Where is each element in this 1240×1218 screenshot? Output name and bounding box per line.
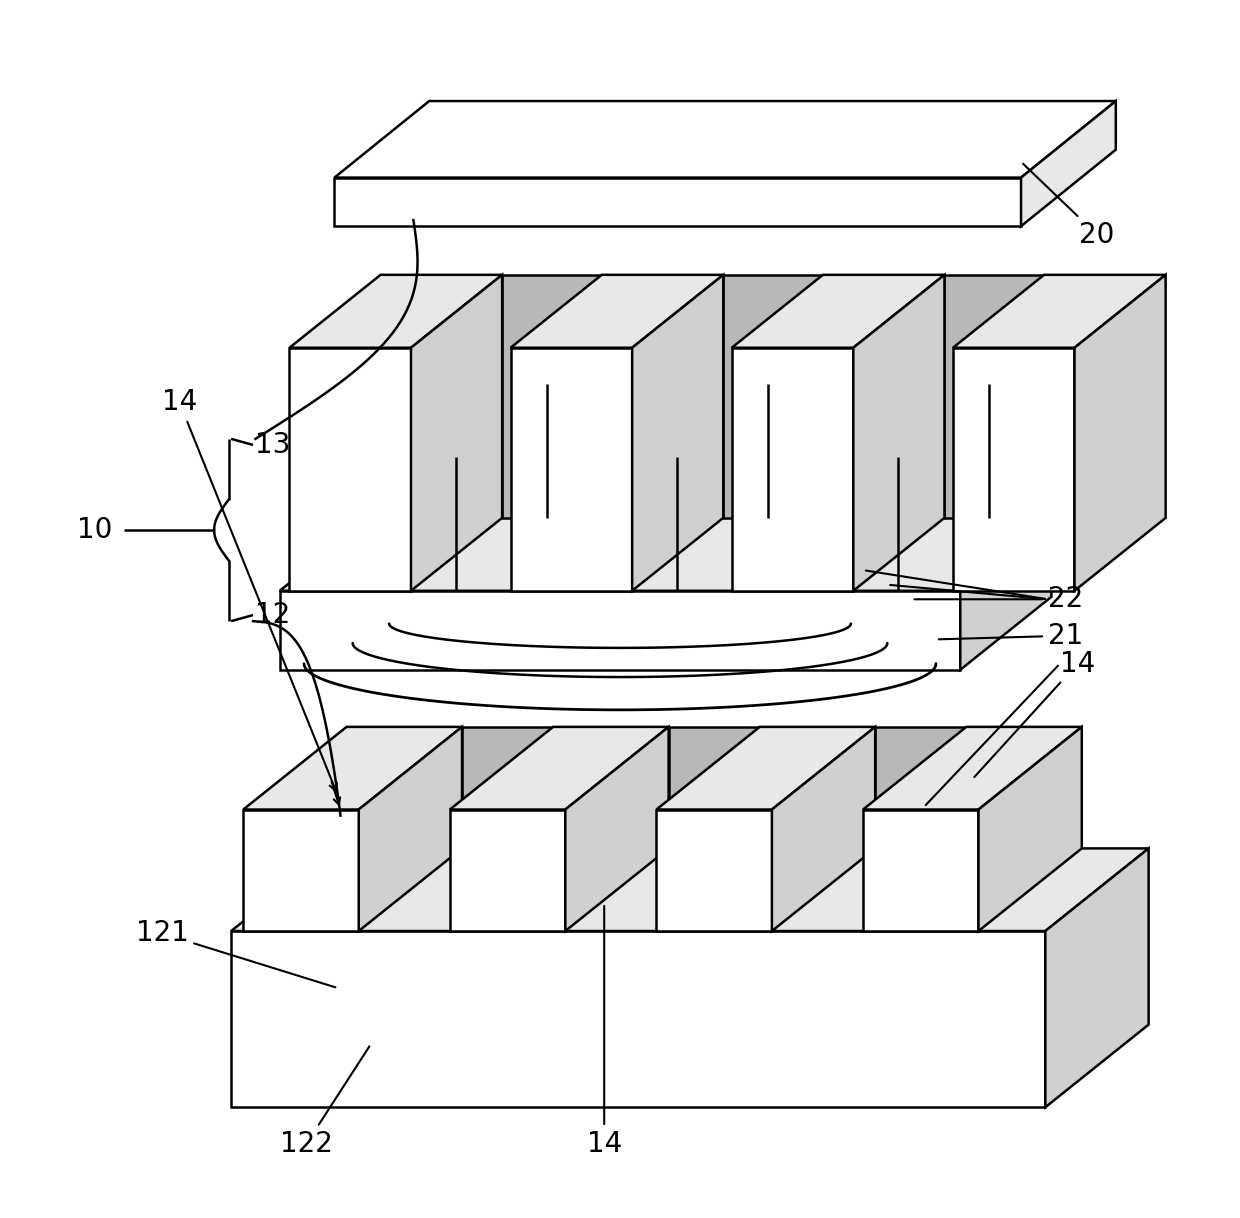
Polygon shape xyxy=(668,727,760,849)
Text: 14: 14 xyxy=(162,389,337,792)
Polygon shape xyxy=(231,849,1148,931)
Polygon shape xyxy=(954,347,1075,591)
Polygon shape xyxy=(289,275,502,347)
Polygon shape xyxy=(463,727,553,849)
Polygon shape xyxy=(875,727,966,849)
Polygon shape xyxy=(358,727,463,931)
Polygon shape xyxy=(565,727,668,931)
Polygon shape xyxy=(335,101,1116,178)
Polygon shape xyxy=(1021,101,1116,227)
Polygon shape xyxy=(732,347,853,591)
Text: 14: 14 xyxy=(587,906,621,1157)
Polygon shape xyxy=(773,727,875,931)
Polygon shape xyxy=(978,727,1081,931)
Polygon shape xyxy=(632,275,723,591)
Polygon shape xyxy=(723,275,823,518)
Polygon shape xyxy=(335,178,1021,227)
Polygon shape xyxy=(280,591,960,670)
Text: 121: 121 xyxy=(135,920,335,988)
Polygon shape xyxy=(1045,849,1148,1107)
Polygon shape xyxy=(511,347,632,591)
Polygon shape xyxy=(863,727,1081,810)
Polygon shape xyxy=(450,810,565,931)
Polygon shape xyxy=(1075,275,1166,591)
Text: 10: 10 xyxy=(77,516,113,544)
Polygon shape xyxy=(954,275,1166,347)
Polygon shape xyxy=(732,275,945,347)
Polygon shape xyxy=(945,275,1044,518)
Text: 20: 20 xyxy=(1023,163,1115,248)
Text: 21: 21 xyxy=(939,621,1083,649)
Polygon shape xyxy=(450,727,668,810)
Polygon shape xyxy=(289,347,410,591)
Text: 12: 12 xyxy=(255,600,290,628)
Polygon shape xyxy=(502,275,601,518)
Polygon shape xyxy=(243,727,463,810)
Text: 22: 22 xyxy=(914,586,1083,614)
Text: 14: 14 xyxy=(975,649,1095,777)
Polygon shape xyxy=(231,931,1045,1107)
Polygon shape xyxy=(656,810,773,931)
Text: 13: 13 xyxy=(255,431,291,459)
Polygon shape xyxy=(656,727,875,810)
Polygon shape xyxy=(410,275,502,591)
Polygon shape xyxy=(243,810,358,931)
Polygon shape xyxy=(511,275,723,347)
Polygon shape xyxy=(280,518,1052,591)
Polygon shape xyxy=(960,518,1052,670)
Polygon shape xyxy=(863,810,978,931)
Polygon shape xyxy=(853,275,945,591)
Text: 122: 122 xyxy=(280,1046,370,1157)
